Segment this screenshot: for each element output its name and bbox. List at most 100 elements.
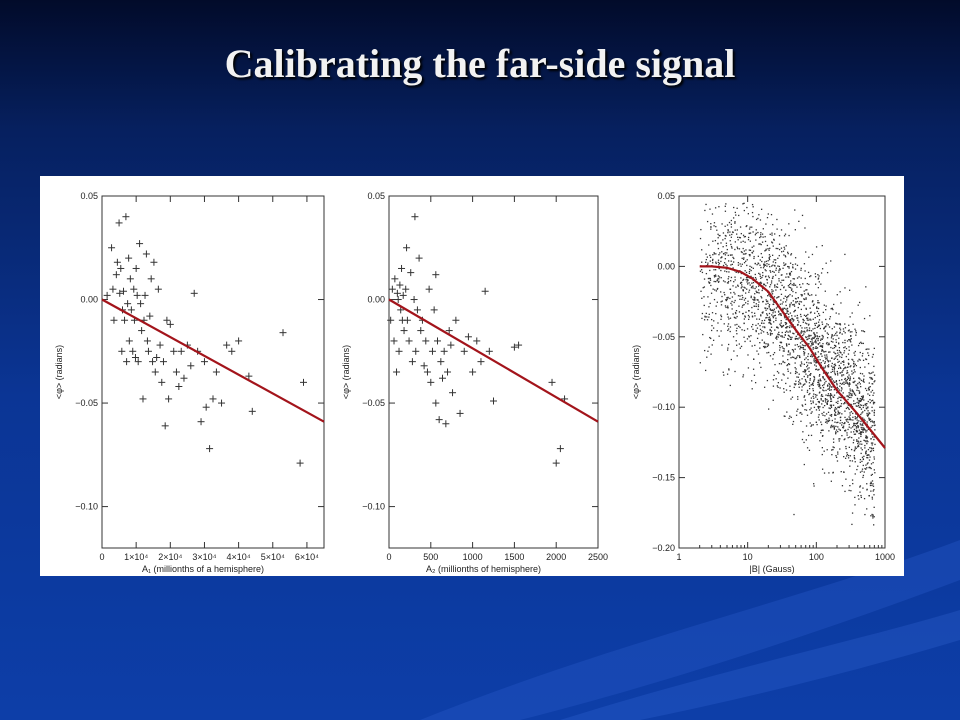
- data-point: [132, 264, 140, 272]
- data-point: [469, 368, 477, 376]
- data-point: [403, 316, 411, 324]
- data-point: [398, 264, 406, 272]
- data-point: [393, 289, 401, 297]
- data-point: [387, 316, 395, 324]
- data-point: [200, 358, 208, 366]
- data-point: [172, 368, 180, 376]
- data-point: [439, 374, 447, 382]
- x-tick-label: 4×10⁴: [227, 552, 251, 562]
- chart-2: 0 500 1000 1500 2000 2500 −0.10 −0.05 0.00 0.05 A₂…: [341, 191, 608, 574]
- data-point: [444, 368, 452, 376]
- data-point: [123, 358, 131, 366]
- data-point: [103, 291, 111, 299]
- y-tick-label: −0.05: [362, 398, 385, 408]
- data-point: [490, 397, 497, 405]
- data-point: [442, 420, 450, 428]
- data-point: [410, 296, 418, 304]
- x-tick-label: 0: [386, 552, 391, 562]
- data-point: [411, 213, 419, 221]
- data-point: [427, 378, 435, 386]
- data-point: [300, 378, 308, 386]
- x-tick-label: 5×10⁴: [261, 552, 285, 562]
- y-tick-label: 0.05: [367, 191, 385, 201]
- x-tick-label: 2×10⁴: [158, 552, 182, 562]
- y-axis-label: <φ> (radians): [631, 345, 641, 399]
- data-point: [279, 329, 287, 337]
- data-point: [447, 341, 455, 349]
- x-tick-label: 2000: [546, 552, 566, 562]
- data-point: [510, 343, 518, 351]
- data-point: [154, 285, 162, 293]
- y-tick-label: 0.00: [657, 261, 675, 271]
- data-point: [125, 254, 133, 262]
- y-tick-label: −0.10: [75, 502, 98, 512]
- slide-title: Calibrating the far-side signal: [224, 41, 736, 86]
- data-point: [408, 358, 416, 366]
- data-point: [412, 347, 420, 355]
- data-point: [432, 399, 440, 407]
- data-point: [473, 337, 481, 345]
- data-point: [405, 337, 413, 345]
- y-axis-label: <φ> (radians): [54, 345, 64, 399]
- x-tick-label: 1×10⁴: [124, 552, 148, 562]
- data-point: [117, 264, 125, 272]
- data-point: [432, 271, 440, 279]
- data-point: [400, 327, 408, 335]
- data-point-cloud: [699, 202, 876, 526]
- data-point: [134, 358, 142, 366]
- data-point: [133, 291, 141, 299]
- data-point: [390, 337, 398, 345]
- data-point: [143, 337, 151, 345]
- data-point: [437, 358, 445, 366]
- fit-line: [101, 298, 325, 423]
- y-tick-label: −0.05: [652, 332, 675, 342]
- data-point: [481, 287, 489, 295]
- x-tick-label: 3×10⁴: [192, 552, 216, 562]
- x-tick-label: 6×10⁴: [295, 552, 319, 562]
- data-point: [228, 347, 236, 355]
- data-point: [165, 395, 173, 403]
- data-point: [166, 320, 174, 328]
- data-point: [136, 240, 144, 248]
- y-axis-label: <φ> (radians): [341, 345, 351, 399]
- data-point: [456, 409, 464, 417]
- data-point: [407, 269, 415, 277]
- data-point: [552, 459, 560, 467]
- plot-frame: [101, 195, 325, 549]
- data-point: [120, 287, 128, 295]
- x-axis-label: |B| (Gauss): [749, 564, 794, 574]
- data-point: [180, 374, 188, 382]
- x-tick-label: 10: [743, 552, 753, 562]
- data-point: [142, 250, 150, 258]
- data-point: [433, 337, 441, 345]
- data-point: [122, 213, 130, 221]
- data-point: [413, 306, 421, 314]
- data-point: [428, 347, 436, 355]
- data-point: [206, 445, 214, 453]
- data-point: [417, 327, 425, 335]
- data-point: [391, 275, 399, 283]
- data-point: [394, 296, 402, 304]
- data-point: [435, 416, 443, 424]
- data-point: [116, 289, 124, 297]
- data-point: [110, 316, 118, 324]
- data-point: [218, 399, 226, 407]
- data-point: [425, 285, 433, 293]
- data-point: [170, 347, 178, 355]
- data-point: [452, 316, 460, 324]
- data-point: [158, 378, 166, 386]
- data-point: [202, 403, 210, 411]
- data-point: [109, 285, 117, 293]
- data-point: [147, 275, 155, 283]
- data-point: [124, 300, 132, 308]
- data-point: [150, 258, 158, 266]
- data-point: [153, 354, 161, 362]
- data-point: [420, 362, 428, 370]
- data-point: [399, 291, 407, 299]
- data-point: [548, 378, 556, 386]
- chart-3: 1 10 100 1000 −0.20 −0.15 −0.10 −0.05 0.00 0.05 |B…: [631, 191, 895, 574]
- data-point: [248, 407, 256, 415]
- x-tick-label: 1000: [463, 552, 483, 562]
- fit-line: [699, 265, 886, 449]
- y-tick-label: −0.10: [652, 402, 675, 412]
